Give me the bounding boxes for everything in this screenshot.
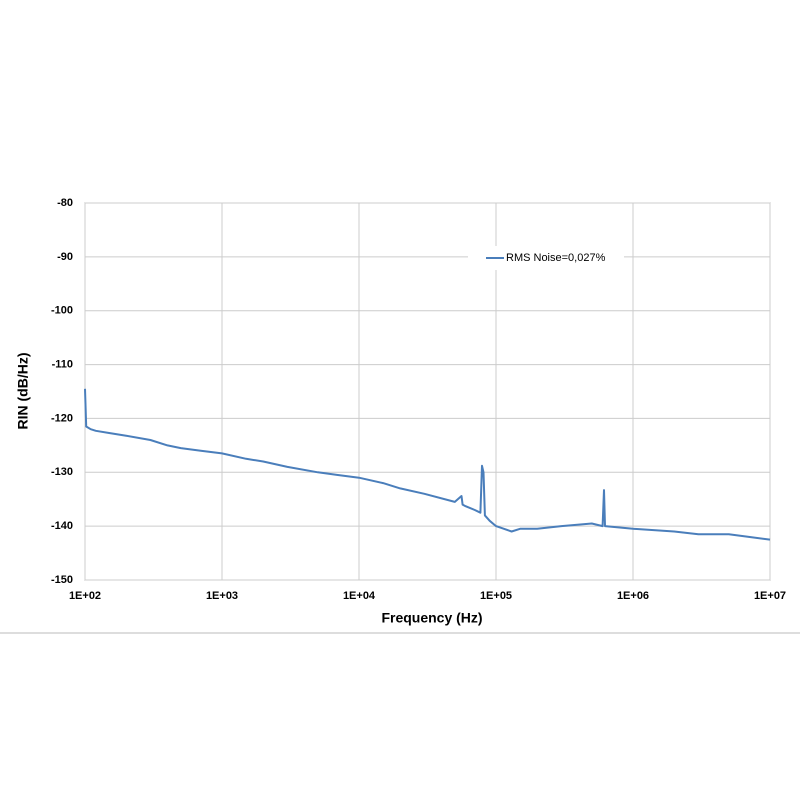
y-tick-label: -140: [51, 520, 73, 532]
x-axis-title: Frequency (Hz): [381, 610, 482, 626]
y-tick-label: -110: [52, 358, 73, 370]
x-tick-label: 1E+03: [206, 590, 238, 602]
y-tick-label: -130: [51, 466, 73, 478]
y-tick-label: -100: [51, 305, 73, 317]
legend-label: RMS Noise=0,027%: [506, 252, 606, 264]
data-line: [84, 388, 771, 541]
x-tick-label: 1E+06: [617, 590, 649, 602]
y-tick-label: -150: [51, 574, 73, 586]
x-tick-label: 1E+04: [343, 590, 376, 602]
y-tick-label: -80: [57, 197, 73, 209]
y-tick-label: -120: [51, 412, 73, 424]
y-tick-label: -90: [57, 251, 73, 263]
y-axis-title: RIN (dB/Hz): [15, 353, 31, 430]
x-tick-label: 1E+02: [69, 590, 101, 602]
x-tick-label: 1E+05: [480, 590, 512, 602]
x-tick-label: 1E+07: [754, 590, 786, 602]
